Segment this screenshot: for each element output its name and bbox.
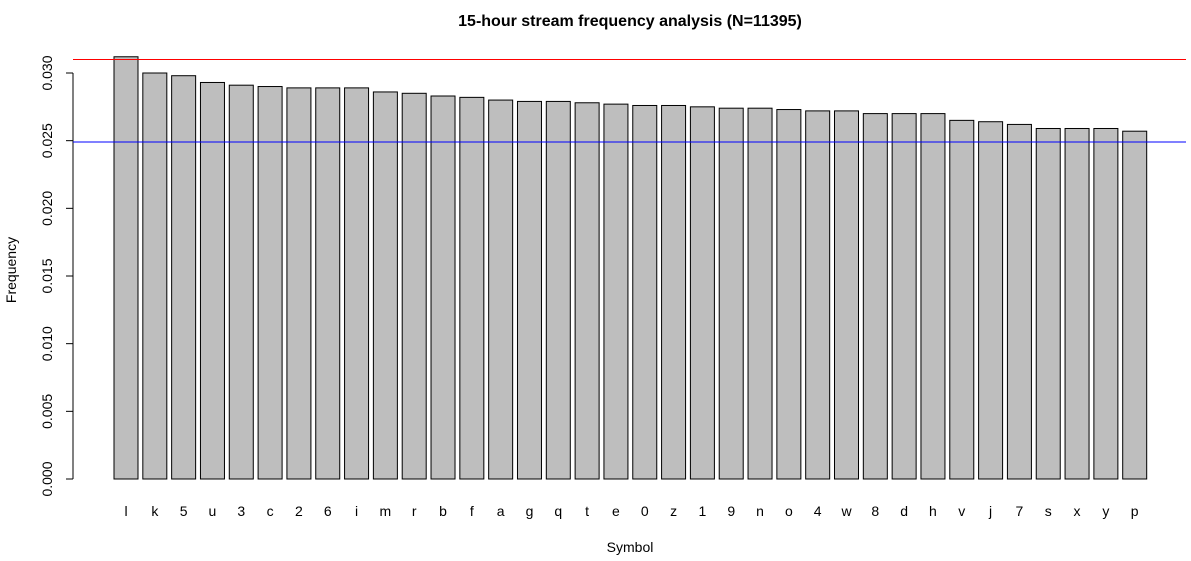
chart-title: 15-hour stream frequency analysis (N=113… <box>458 13 802 30</box>
x-tick-label: 7 <box>1016 503 1024 519</box>
x-tick-label: w <box>840 503 852 519</box>
x-tick-label: 4 <box>814 503 822 519</box>
x-tick-label: d <box>900 503 908 519</box>
x-tick-label: 2 <box>295 503 303 519</box>
bar-n <box>747 107 773 480</box>
x-axis-label: Symbol <box>607 539 654 555</box>
x-tick-label: e <box>612 503 620 519</box>
reference-lines <box>73 58 1186 143</box>
bar-d <box>891 113 917 480</box>
bar-t <box>574 102 600 480</box>
bar-c <box>257 86 283 480</box>
x-tick-label: q <box>554 503 562 519</box>
x-tick-label: 0 <box>641 503 649 519</box>
bar-j <box>978 121 1004 480</box>
y-tick-label: 0.005 <box>39 394 55 429</box>
bar-m <box>372 91 398 480</box>
x-tick-label: s <box>1045 503 1052 519</box>
bar-s <box>1035 127 1061 480</box>
x-tick-label: k <box>151 503 159 519</box>
x-tick-label: v <box>958 503 965 519</box>
y-tick-label: 0.020 <box>39 191 55 226</box>
y-axis: 0.000 0.005 0.010 0.015 0.020 0.025 0.030 <box>39 55 74 497</box>
bar-8 <box>862 113 888 480</box>
bars-group <box>113 56 1148 480</box>
bar-2 <box>286 87 312 480</box>
y-tick-label: 0.015 <box>39 258 55 293</box>
x-tick-label: m <box>380 503 392 519</box>
x-tick-label: j <box>988 503 992 519</box>
x-tick-label: f <box>470 503 474 519</box>
x-tick-label: a <box>497 503 505 519</box>
x-tick-label: r <box>412 503 417 519</box>
x-tick-label: x <box>1074 503 1081 519</box>
bar-u <box>199 81 225 480</box>
x-tick-label: 8 <box>871 503 879 519</box>
x-tick-label: t <box>585 503 589 519</box>
x-tick-label: h <box>929 503 937 519</box>
x-tick-label: g <box>526 503 534 519</box>
y-tick-label: 0.000 <box>39 461 55 496</box>
bar-1 <box>689 106 715 480</box>
bar-i <box>344 87 370 480</box>
bar-3 <box>228 84 254 480</box>
bar-e <box>603 103 629 480</box>
x-tick-label: n <box>756 503 764 519</box>
bar-b <box>430 95 456 480</box>
x-tick-label: y <box>1102 503 1109 519</box>
bar-p <box>1122 130 1148 480</box>
x-tick-label: 5 <box>180 503 188 519</box>
bar-6 <box>315 87 341 480</box>
bar-7 <box>1006 123 1032 480</box>
bar-g <box>516 100 542 480</box>
x-tick-label: o <box>785 503 793 519</box>
bar-x <box>1064 127 1090 480</box>
bar-a <box>488 99 514 480</box>
x-tick-label: l <box>124 503 127 519</box>
bar-0 <box>632 104 658 480</box>
bar-5 <box>171 75 197 480</box>
bar-9 <box>718 107 744 480</box>
bar-h <box>920 113 946 480</box>
x-tick-label: p <box>1131 503 1139 519</box>
bar-r <box>401 92 427 480</box>
x-tick-label: b <box>439 503 447 519</box>
x-tick-label: 6 <box>324 503 332 519</box>
bar-w <box>834 110 859 480</box>
bar-l <box>113 56 139 480</box>
x-tick-label: i <box>355 503 358 519</box>
y-tick-label: 0.025 <box>39 123 55 158</box>
bar-y <box>1093 127 1119 480</box>
x-tick-label: z <box>670 503 677 519</box>
bar-v <box>949 119 975 480</box>
bar-f <box>459 96 485 480</box>
x-tick-label: c <box>267 503 274 519</box>
x-tick-label: 9 <box>727 503 735 519</box>
x-tick-label: u <box>209 503 217 519</box>
x-tick-label: 1 <box>699 503 707 519</box>
y-axis-label: Frequency <box>3 237 19 303</box>
bar-k <box>142 72 168 480</box>
bar-o <box>776 109 802 480</box>
bar-4 <box>805 110 831 480</box>
bar-q <box>545 100 571 480</box>
x-tick-labels: l k 5 u 3 c 2 6 i m r b f a g q t e 0 z 1 9 n o 4 w 8 d h v j 7 s x y p <box>124 503 1138 519</box>
bar-z <box>661 104 687 480</box>
x-tick-label: 3 <box>237 503 245 519</box>
y-tick-label: 0.010 <box>39 326 55 361</box>
y-tick-label: 0.030 <box>39 55 55 90</box>
